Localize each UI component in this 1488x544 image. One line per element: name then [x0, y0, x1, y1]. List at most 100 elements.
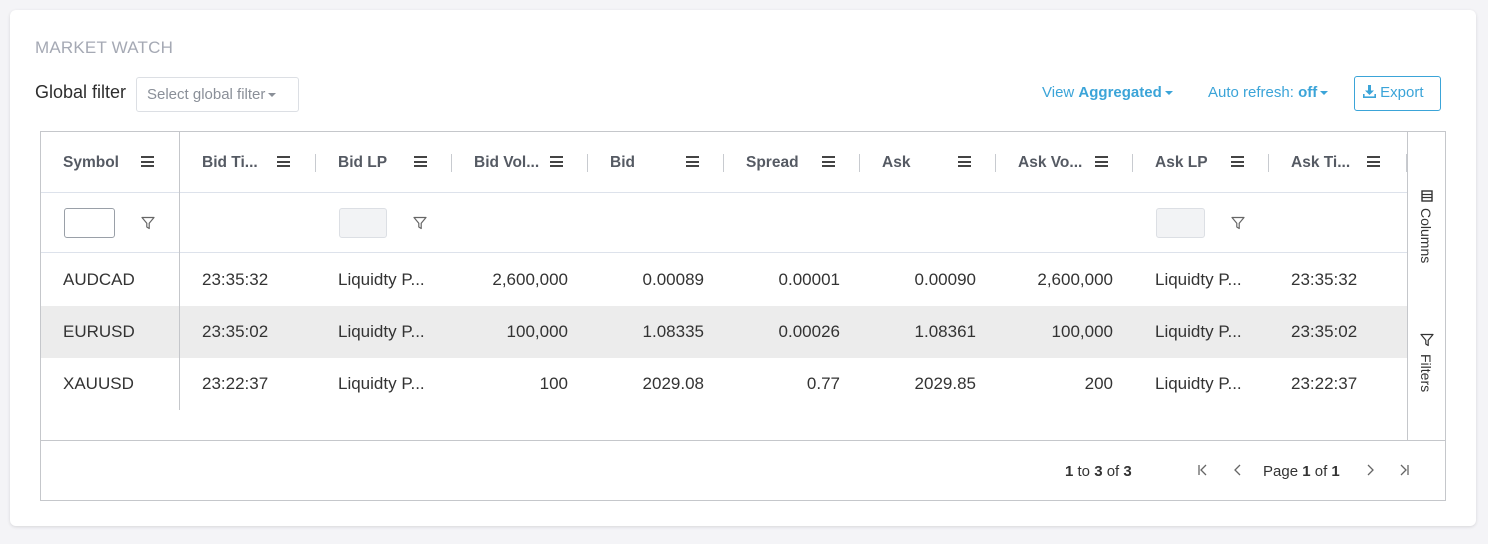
view-mode-dropdown[interactable]: View Aggregated [1042, 84, 1173, 101]
pagination-bar: 1 to 3 of 3 Page 1 of 1 [41, 440, 1445, 500]
ask-lp-filter-input[interactable] [1156, 208, 1205, 238]
header-label: Ask Ti... [1291, 154, 1351, 171]
column-menu-icon[interactable] [550, 156, 563, 167]
cell-spread: 0.00001 [778, 270, 840, 289]
cell-bid: 2029.08 [642, 374, 704, 393]
column-menu-icon[interactable] [141, 156, 154, 167]
table-row[interactable]: EURUSD 23:35:02 Liquidty P... 100,000 1.… [41, 306, 1407, 358]
cell-bid-lp: Liquidty P... [338, 270, 425, 289]
cell-ask-time: 23:35:02 [1291, 322, 1358, 341]
cell-ask-volume: 100,000 [1051, 322, 1113, 341]
columns-toolpanel-button[interactable]: Columns [1408, 184, 1445, 284]
filter-icon [1420, 333, 1434, 347]
side-bar: Columns Filters [1407, 132, 1445, 440]
symbol-filter-input[interactable] [64, 208, 115, 238]
header-label: Bid Ti... [202, 154, 258, 171]
row-of-word: of [1106, 463, 1120, 480]
cell-ask: 1.08361 [914, 322, 976, 341]
header-label: Ask LP [1155, 154, 1208, 171]
header-bid-volume[interactable]: Bid Vol... [452, 132, 588, 193]
cell-bid-time: 23:22:37 [202, 374, 269, 393]
cell-ask-time: 23:35:32 [1291, 270, 1358, 289]
download-icon [1363, 85, 1376, 98]
header-ask-volume[interactable]: Ask Vo... [996, 132, 1133, 193]
row-total: 3 [1123, 463, 1132, 480]
header-ask-lp[interactable]: Ask LP [1133, 132, 1269, 193]
header-bid-lp[interactable]: Bid LP [316, 132, 452, 193]
view-mode-prefix: View [1042, 84, 1075, 101]
market-watch-grid: Symbol Bid Ti... Bid LP Bid Vol... [40, 131, 1446, 501]
chevron-down-icon [1320, 91, 1329, 96]
header-row: Symbol Bid Ti... Bid LP Bid Vol... [41, 132, 1407, 193]
column-menu-icon[interactable] [1095, 156, 1108, 167]
grid-body: Symbol Bid Ti... Bid LP Bid Vol... [41, 132, 1407, 440]
column-menu-icon[interactable] [822, 156, 835, 167]
header-spread[interactable]: Spread [724, 132, 860, 193]
column-separator[interactable] [1406, 154, 1407, 172]
next-page-icon[interactable] [1363, 463, 1377, 477]
filter-icon[interactable] [413, 216, 427, 230]
table-row[interactable]: XAUUSD 23:22:37 Liquidty P... 100 2029.0… [41, 358, 1407, 410]
first-page-icon[interactable] [1196, 463, 1210, 477]
header-label: Symbol [63, 154, 119, 171]
bid-lp-filter-input[interactable] [339, 208, 387, 238]
view-mode-value: Aggregated [1078, 84, 1162, 101]
cell-bid-volume: 2,600,000 [492, 270, 568, 289]
column-menu-icon[interactable] [686, 156, 699, 167]
chevron-down-icon [268, 93, 277, 98]
filters-toolpanel-button[interactable]: Filters [1408, 332, 1445, 412]
header-label: Ask [882, 154, 911, 171]
header-ask-time[interactable]: Ask Ti... [1269, 132, 1407, 193]
column-separator[interactable] [1268, 154, 1269, 172]
column-separator[interactable] [723, 154, 724, 172]
global-filter-label: Global filter [35, 82, 127, 102]
cell-ask-time: 23:22:37 [1291, 374, 1358, 393]
previous-page-icon[interactable] [1231, 463, 1245, 477]
filter-row [41, 193, 1407, 253]
header-bid[interactable]: Bid [588, 132, 724, 193]
header-ask[interactable]: Ask [860, 132, 996, 193]
panel-title: MARKET WATCH [35, 38, 174, 57]
cell-bid: 0.00089 [642, 270, 704, 289]
cell-bid-volume: 100 [539, 374, 568, 393]
market-watch-panel: MARKET WATCH Global filter Select global… [10, 10, 1476, 526]
table-row[interactable]: AUDCAD 23:35:32 Liquidty P... 2,600,000 … [41, 254, 1407, 306]
columns-icon [1421, 190, 1433, 202]
last-page-icon[interactable] [1397, 463, 1411, 477]
global-filter-select[interactable]: Select global filter [136, 77, 299, 112]
header-symbol[interactable]: Symbol [41, 132, 179, 193]
column-separator[interactable] [587, 154, 588, 172]
auto-refresh-dropdown[interactable]: Auto refresh: off [1208, 84, 1329, 101]
cell-ask-lp: Liquidty P... [1155, 270, 1242, 289]
header-label: Bid Vol... [474, 154, 540, 171]
cell-bid-time: 23:35:02 [202, 322, 269, 341]
page-total: 1 [1331, 463, 1340, 480]
column-menu-icon[interactable] [277, 156, 290, 167]
page-indicator: Page 1 of 1 [1263, 463, 1340, 480]
header-label: Spread [746, 154, 799, 171]
filter-icon[interactable] [141, 216, 155, 230]
cell-ask: 2029.85 [914, 374, 976, 393]
cell-ask-volume: 2,600,000 [1037, 270, 1113, 289]
columns-label: Columns [1418, 208, 1434, 264]
cell-symbol: AUDCAD [63, 270, 135, 289]
column-menu-icon[interactable] [958, 156, 971, 167]
column-menu-icon[interactable] [1231, 156, 1244, 167]
column-separator[interactable] [1132, 154, 1133, 172]
cell-symbol: EURUSD [63, 322, 135, 341]
export-button[interactable]: Export [1354, 76, 1441, 111]
page-current: 1 [1302, 463, 1311, 480]
column-menu-icon[interactable] [1367, 156, 1380, 167]
page-word: Page [1263, 463, 1299, 480]
header-bid-time[interactable]: Bid Ti... [180, 132, 316, 193]
header-label: Bid LP [338, 154, 388, 171]
filter-icon[interactable] [1231, 216, 1245, 230]
column-separator[interactable] [995, 154, 996, 172]
column-separator[interactable] [451, 154, 452, 172]
export-label: Export [1380, 84, 1424, 101]
header-label: Bid [610, 154, 635, 171]
cell-ask-volume: 200 [1084, 374, 1113, 393]
column-separator[interactable] [315, 154, 316, 172]
column-menu-icon[interactable] [414, 156, 427, 167]
column-separator[interactable] [859, 154, 860, 172]
